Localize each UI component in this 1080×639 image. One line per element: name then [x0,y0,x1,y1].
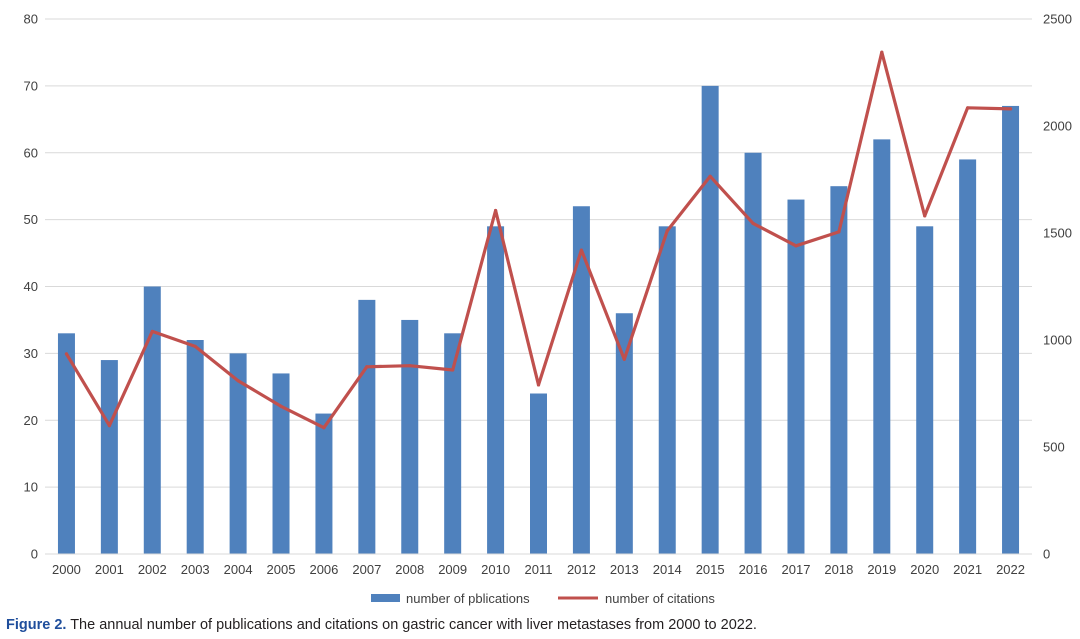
right-tick-label: 0 [1043,547,1050,562]
bar [744,152,762,554]
publication-bars [57,85,1020,554]
citation-point [193,344,197,349]
right-tick-label: 2000 [1043,119,1072,134]
bar [1002,105,1020,554]
bar [701,85,719,554]
bar [100,360,118,554]
bar [401,319,419,554]
citation-point [1008,107,1013,111]
x-tick-label: 2002 [138,562,167,577]
bar [358,299,376,554]
x-tick-label: 2013 [610,562,639,577]
left-tick-label: 0 [31,547,38,562]
x-tick-label: 2022 [996,562,1025,577]
x-tick-label: 2001 [95,562,124,577]
citation-point [408,364,412,368]
combo-chart: 0 10 20 30 40 50 60 70 80 0 500 1000 1500 2000 2500 2… [24,12,1072,607]
left-tick-label: 80 [24,12,38,27]
x-tick-label: 2000 [52,562,81,577]
citation-point [923,214,927,218]
citation-point [708,174,712,178]
bar [959,159,977,554]
right-tick-label: 2500 [1043,12,1072,27]
left-tick-label: 30 [24,346,38,361]
left-tick-label: 40 [24,279,38,294]
bar [57,333,75,554]
citation-point [322,426,326,430]
x-tick-label: 2006 [309,562,338,577]
x-axis-ticks: 2000 2001 2002 2003 2004 2005 2006 2007 2008 2009… [52,562,1025,577]
bar [873,139,891,554]
x-tick-label: 2014 [653,562,682,577]
left-tick-label: 70 [24,78,38,93]
citation-point [365,365,369,369]
bar [186,340,204,554]
x-tick-label: 2020 [910,562,939,577]
bar [615,313,633,554]
right-tick-label: 1000 [1043,333,1072,348]
bar [143,286,161,554]
citation-point [794,244,798,248]
citation-point [751,221,755,225]
citation-point [536,383,541,387]
x-tick-label: 2016 [739,562,768,577]
citation-point [107,424,111,428]
legend-bar-label: number of pblications [406,591,530,606]
citation-point [279,404,283,408]
citation-line [64,50,1013,430]
bar [444,333,462,554]
bar [530,393,547,554]
bar [572,206,590,554]
legend-line-label: number of citations [605,591,715,606]
left-tick-label: 60 [24,145,38,160]
x-tick-label: 2010 [481,562,510,577]
right-axis-ticks: 0 500 1000 1500 2000 2500 [1043,12,1072,562]
left-tick-label: 10 [24,480,38,495]
citation-point [579,248,584,252]
figure-caption: Figure 2. The annual number of publicati… [6,617,1076,633]
citation-point [665,229,669,233]
bar [229,353,247,554]
bar [787,199,805,554]
x-tick-label: 2009 [438,562,467,577]
bar [487,226,505,554]
x-tick-label: 2007 [352,562,381,577]
bar [916,226,934,554]
citation-point [622,357,626,361]
left-tick-label: 50 [24,212,38,227]
x-tick-label: 2021 [953,562,982,577]
x-tick-label: 2018 [824,562,853,577]
legend-bar-swatch [371,594,400,602]
right-tick-label: 1500 [1043,226,1072,241]
caption-label: Figure 2. [6,617,67,633]
x-tick-label: 2019 [867,562,896,577]
x-tick-label: 2003 [181,562,210,577]
citation-point [451,368,455,372]
x-tick-label: 2015 [696,562,725,577]
citation-point [64,352,69,356]
bar [830,186,848,554]
gridlines [45,18,1032,488]
citation-point [837,230,841,234]
bar [272,373,290,554]
x-tick-label: 2017 [782,562,811,577]
caption-text: The annual number of publications and ci… [66,617,757,633]
left-tick-label: 20 [24,413,38,428]
x-tick-label: 2004 [224,562,253,577]
citation-point [880,50,884,54]
bar [315,413,333,554]
citation-point [493,208,498,213]
citation-point [236,379,240,383]
citation-point [150,329,154,334]
right-tick-label: 500 [1043,440,1065,455]
bar [658,226,676,554]
citation-series-line [64,50,1013,430]
citation-point [966,106,970,110]
x-tick-label: 2008 [395,562,424,577]
x-tick-label: 2012 [567,562,596,577]
left-axis-ticks: 0 10 20 30 40 50 60 70 80 [24,12,38,562]
x-tick-label: 2011 [525,562,553,577]
x-tick-label: 2005 [267,562,296,577]
legend: number of pblications number of citations [371,591,715,606]
